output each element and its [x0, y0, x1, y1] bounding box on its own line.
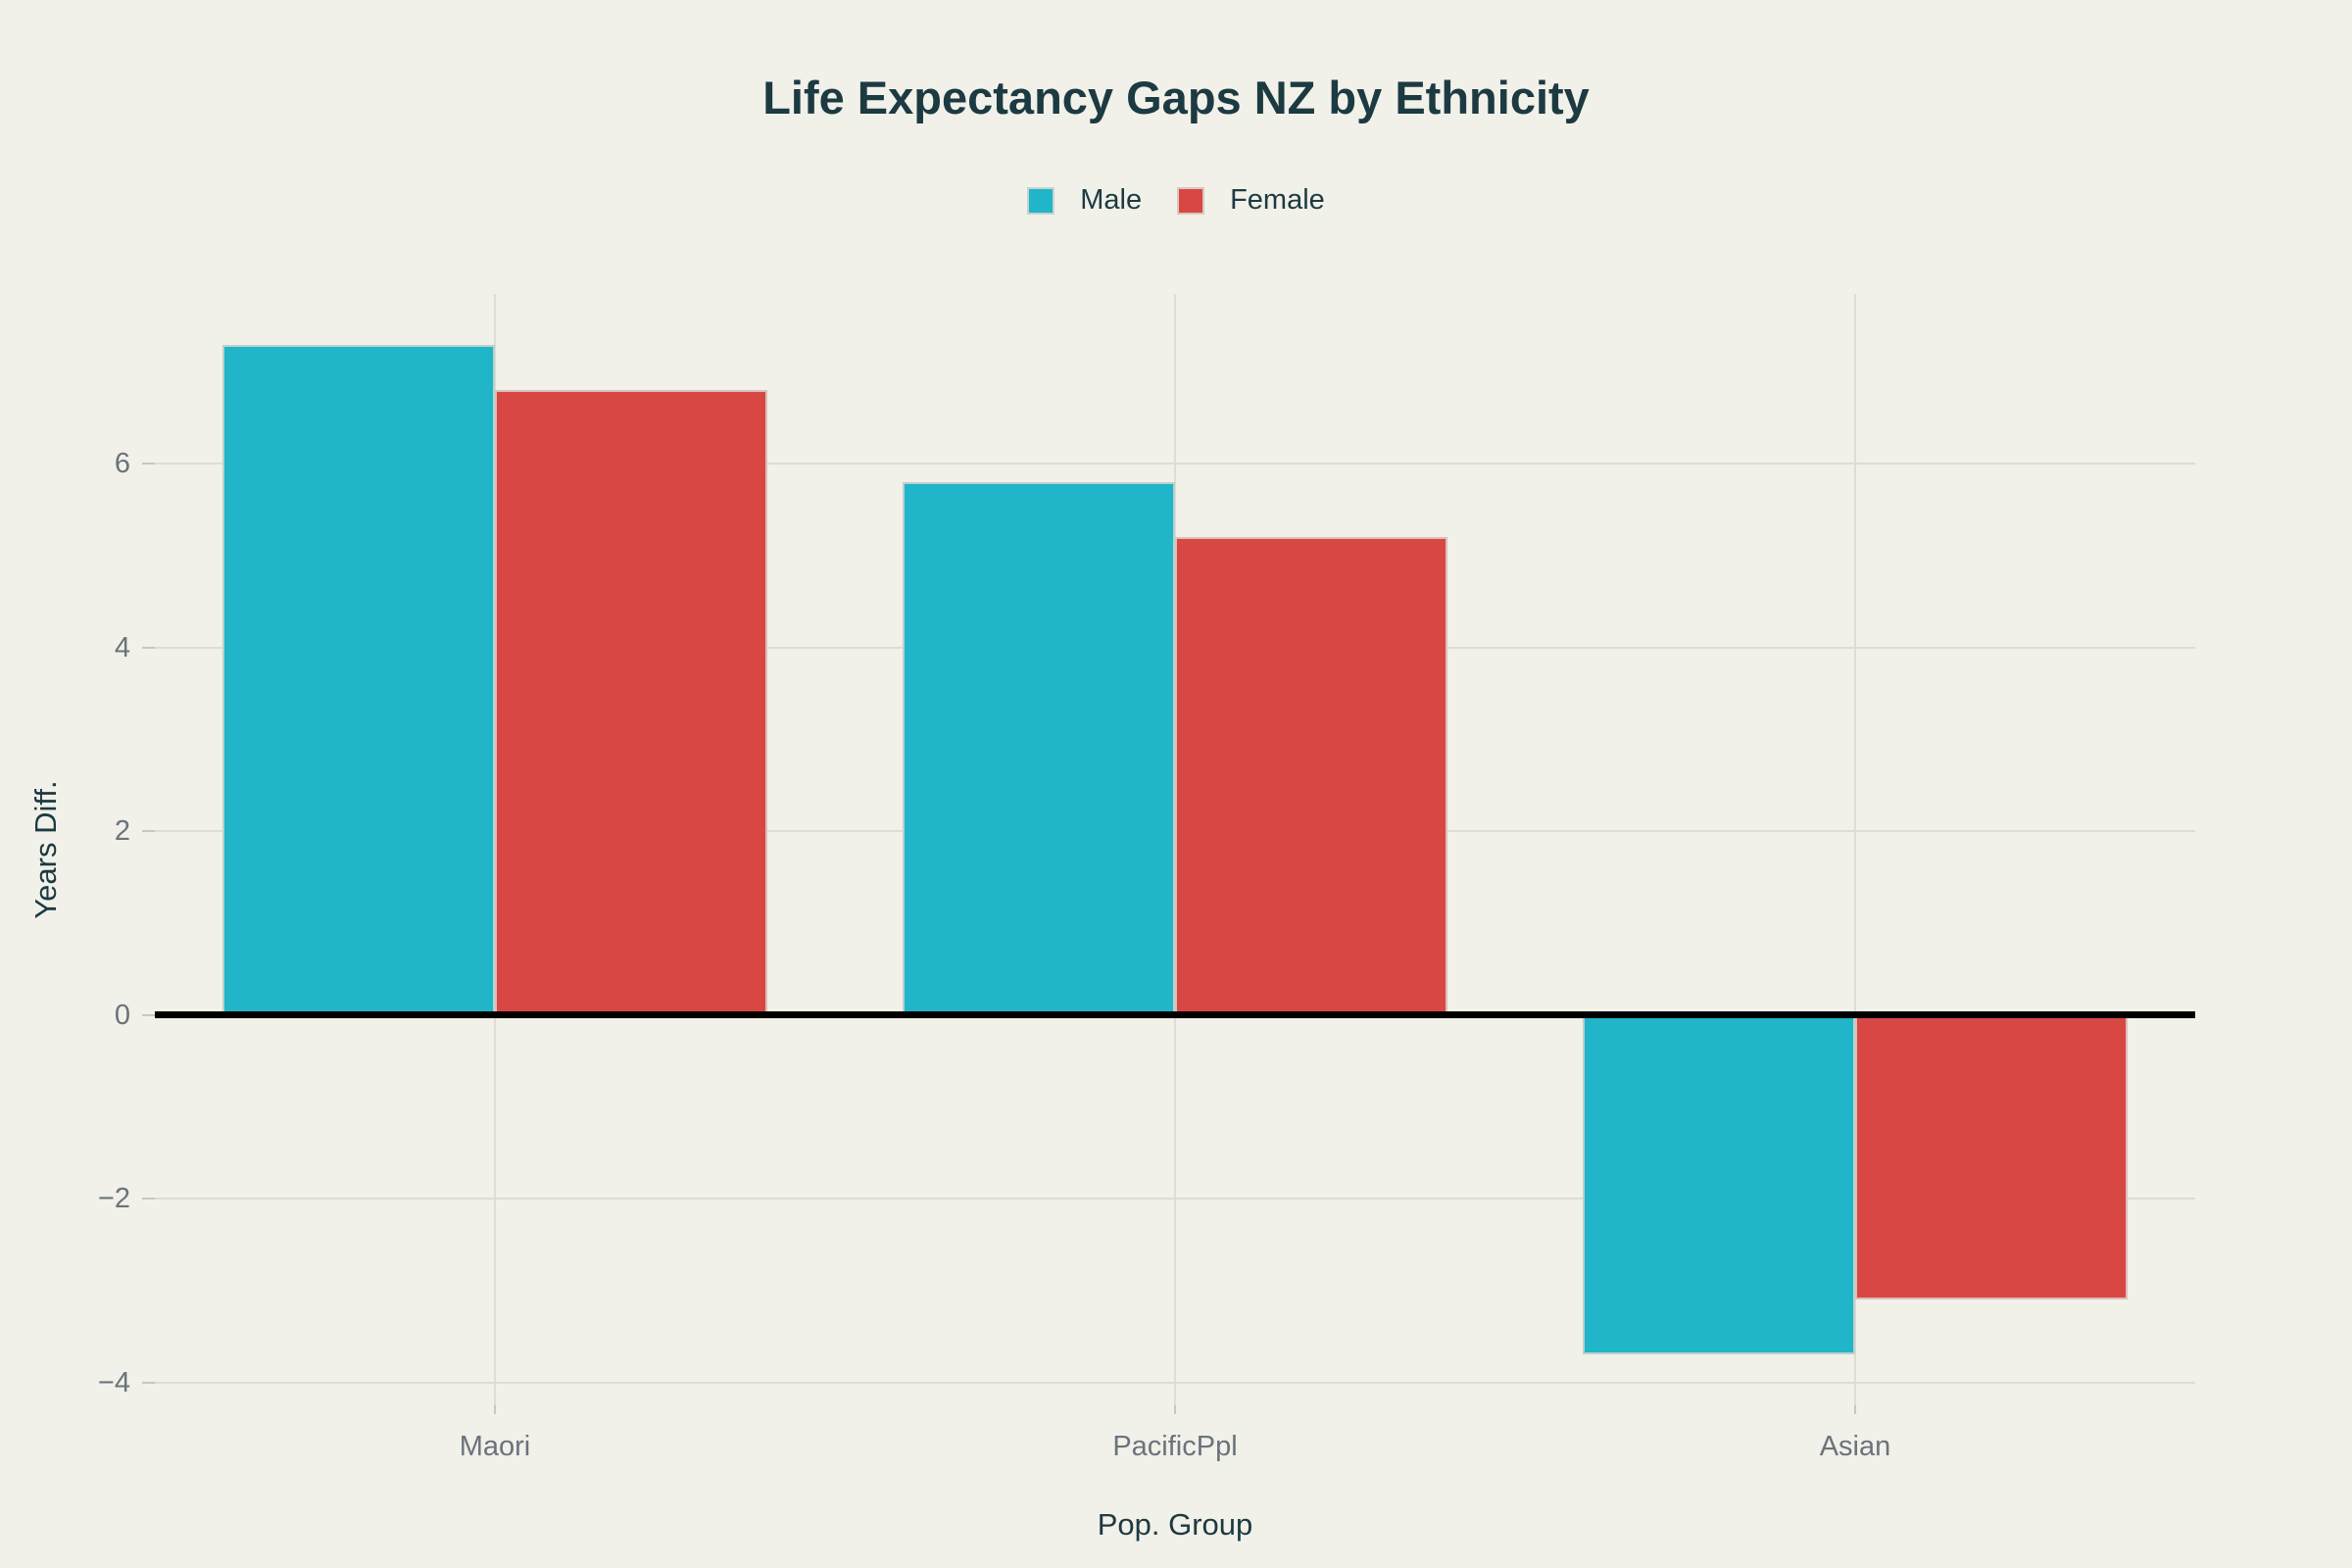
- zero-line: [155, 1011, 2195, 1019]
- bar-male-maori: [222, 344, 495, 1015]
- y-tick-label: 0: [114, 999, 130, 1031]
- bar-female-asian: [1855, 1014, 2128, 1300]
- legend-item-male: Male: [1027, 184, 1142, 217]
- y-tick-mark: [142, 463, 155, 466]
- y-tick-mark: [142, 1198, 155, 1200]
- bar-female-maori: [495, 390, 767, 1015]
- y-tick-label: 2: [114, 815, 130, 848]
- x-gridline: [1854, 294, 1856, 1405]
- y-tick-mark: [142, 1013, 155, 1016]
- legend: Male Female: [0, 184, 2352, 217]
- legend-label-female: Female: [1230, 184, 1325, 216]
- x-tick-label: Asian: [1819, 1431, 1891, 1462]
- legend-label-male: Male: [1080, 184, 1143, 216]
- plot-area: −4 −2 0 2 4 6 Maori PacificPpl Asian: [98, 294, 2195, 1462]
- y-tick-label: −2: [97, 1183, 130, 1215]
- y-tick-mark: [142, 830, 155, 833]
- x-tick-label: Maori: [459, 1431, 531, 1462]
- y-tick-mark: [142, 1381, 155, 1384]
- x-axis-title: Pop. Group: [1097, 1507, 1253, 1542]
- bar-male-pacificppl: [903, 482, 1175, 1015]
- chart-title: Life Expectancy Gaps NZ by Ethnicity: [762, 72, 1590, 123]
- legend-item-female: Female: [1177, 184, 1325, 217]
- bar-female-pacificppl: [1175, 537, 1447, 1015]
- legend-swatch-male-icon: [1027, 186, 1055, 215]
- y-tick-label: 6: [114, 448, 130, 480]
- x-tick-mark: [1854, 1405, 1856, 1414]
- y-tick-label: 4: [114, 631, 130, 663]
- y-tick-label: −4: [97, 1366, 130, 1398]
- y-tick-mark: [142, 646, 155, 649]
- legend-swatch-female-icon: [1177, 186, 1205, 215]
- bar-male-asian: [1583, 1014, 1855, 1355]
- y-axis-title: Years Diff.: [28, 780, 63, 919]
- x-tick-mark: [494, 1405, 496, 1414]
- x-tick-mark: [1174, 1405, 1176, 1414]
- x-tick-label: PacificPpl: [1112, 1431, 1238, 1462]
